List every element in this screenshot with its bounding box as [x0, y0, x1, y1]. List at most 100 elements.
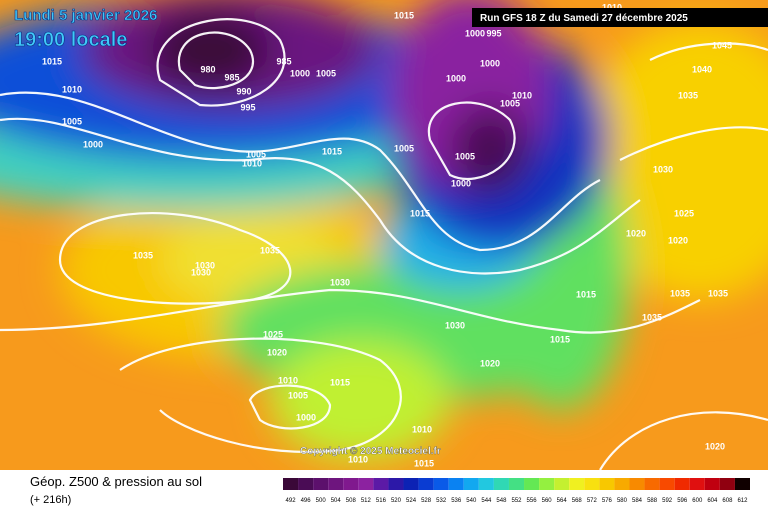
- isobar-label: 1025: [263, 329, 283, 339]
- colorbar-cell: [704, 478, 720, 490]
- isobar-label: 1015: [414, 458, 434, 468]
- colorbar-label: 612: [737, 498, 748, 504]
- isobar-label: 1000: [465, 28, 485, 38]
- isobar-label: 1005: [455, 151, 475, 161]
- run-info: Run GFS 18 Z du Samedi 27 décembre 2025: [480, 13, 688, 24]
- isobar-label: 1035: [678, 90, 698, 100]
- isobar-label: 1030: [195, 260, 215, 270]
- isobar-label: 1035: [133, 250, 153, 260]
- lead-time: (+ 216h): [30, 494, 71, 506]
- colorbar-label: 608: [722, 498, 733, 504]
- isobar-label: 1010: [242, 158, 262, 168]
- colorbar-cell: [433, 478, 449, 490]
- colorbar-label: 524: [406, 498, 417, 504]
- colorbar-label: 512: [361, 498, 372, 504]
- colorbar-label: 556: [527, 498, 538, 504]
- colorbar-cell: [403, 478, 419, 490]
- colorbar-label: 564: [557, 498, 568, 504]
- colorbar-cell: [508, 478, 525, 490]
- colorbar-cell: [629, 478, 645, 490]
- isobar-label: 1005: [394, 143, 414, 153]
- isobar-label: 1010: [348, 454, 368, 464]
- colorbar-label: 600: [692, 498, 703, 504]
- colorbar-cell: [569, 478, 585, 490]
- isobar-label: 1020: [705, 441, 725, 451]
- isobar-label: 1010: [62, 84, 82, 94]
- colorbar-cell: [674, 478, 690, 490]
- isobar-label: 1000: [446, 73, 466, 83]
- colorbar-cell: [388, 478, 404, 490]
- isobar-label: 990: [236, 86, 251, 96]
- colorbar-label: 492: [286, 498, 297, 504]
- isobar-label: 1030: [191, 267, 211, 277]
- colorbar-cell: [524, 478, 540, 490]
- isobar-label: 1015: [322, 146, 342, 156]
- isobar-label: 1015: [330, 377, 350, 387]
- isobar-label: 1015: [410, 208, 430, 218]
- colorbar-label: 568: [572, 498, 583, 504]
- colorbar-cell: [584, 478, 600, 490]
- colorbar-cell: [358, 478, 374, 490]
- isobar-label: 1000: [83, 139, 103, 149]
- colorbar-label: 592: [662, 498, 673, 504]
- colorbar-label: 508: [346, 498, 357, 504]
- colorbar-cell: [418, 478, 434, 490]
- isobar-label: 1010: [412, 424, 432, 434]
- isobar-label: 1025: [674, 208, 694, 218]
- legend-title: Géop. Z500 & pression au sol: [30, 474, 202, 489]
- colorbar-label: 548: [496, 498, 507, 504]
- colorbar-label: 584: [632, 498, 643, 504]
- isobar-label: 1030: [653, 164, 673, 174]
- colorbar-label: 496: [301, 498, 312, 504]
- isobar-label: 985: [276, 56, 291, 66]
- forecast-time: 19:00 locale: [14, 29, 127, 51]
- colorbar-cell: [659, 478, 675, 490]
- isobar-label: 1005: [62, 116, 82, 126]
- isobar-label: 1040: [692, 64, 712, 74]
- colorbar-cell: [599, 478, 615, 490]
- colorbar-label: 520: [391, 498, 402, 504]
- isobar-label: 1045: [712, 40, 732, 50]
- colorbar-cell: [373, 478, 389, 490]
- isobar-label: 1030: [445, 320, 465, 330]
- isobar-label: 1015: [576, 289, 596, 299]
- colorbar-label: 560: [542, 498, 553, 504]
- colorbar-label: 544: [481, 498, 492, 504]
- colorbar-label: 536: [451, 498, 462, 504]
- isobar-label: 1010: [278, 375, 298, 385]
- isobar-label: 1020: [480, 358, 500, 368]
- isobar-label: 1020: [626, 228, 646, 238]
- colorbar-label: 528: [421, 498, 432, 504]
- colorbar-label: 588: [647, 498, 658, 504]
- colorbar-label: 504: [331, 498, 342, 504]
- isobar-label: 1035: [708, 288, 728, 298]
- colorbar-label: 572: [587, 498, 598, 504]
- isobar-label: 980: [200, 64, 215, 74]
- colorbar-cell: [719, 478, 735, 490]
- colorbar: 492 496 500 504 508 512 516 520 524 528 532 536 540 5…: [283, 478, 750, 504]
- isobar-label: 1005: [288, 390, 308, 400]
- colorbar-cell: [478, 478, 494, 490]
- colorbar-label: 580: [617, 498, 628, 504]
- run-box: [472, 8, 768, 27]
- colorbar-cell: [493, 478, 509, 490]
- colorbar-cell: [734, 478, 750, 490]
- isobar-label: 985: [224, 72, 239, 82]
- colorbar-cell: [463, 478, 479, 490]
- isobar-label: 1005: [246, 149, 266, 159]
- isobar-label: 1035: [260, 245, 280, 255]
- colorbar-cell: [343, 478, 359, 490]
- isobar-label: 1020: [668, 235, 688, 245]
- colorbar-label: 576: [602, 498, 613, 504]
- isobar-label: 1005: [316, 68, 336, 78]
- colorbar-cell: [448, 478, 464, 490]
- isobar-label: 995: [486, 28, 501, 38]
- colorbar-cell: [298, 478, 314, 490]
- colorbar-cell: [328, 478, 344, 490]
- colorbar-cell: [689, 478, 705, 490]
- isobar-label: 1010: [602, 2, 622, 12]
- colorbar-label: 552: [511, 498, 522, 504]
